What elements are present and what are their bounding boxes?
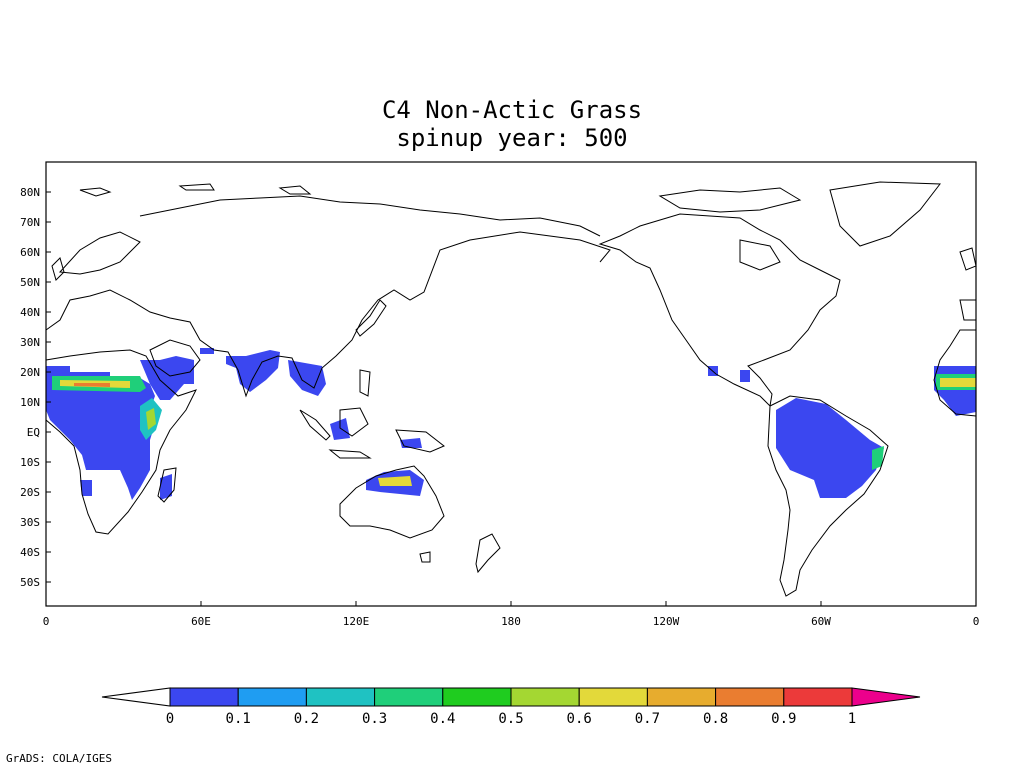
latitude-axis: 80N 70N 60N 50N 40N 30N 20N 10N EQ 10S 20S 30S 40S 50…: [20, 186, 51, 589]
field-indonesia2: [400, 438, 422, 448]
colorbar-label: 0.6: [567, 711, 592, 727]
coast-west-africa-right: [933, 329, 977, 417]
field-india: [226, 350, 280, 392]
coast-uk-right: [959, 247, 977, 271]
colorbar-label: 0.5: [498, 711, 523, 727]
lat-label: 30S: [20, 516, 40, 529]
coast-japan: [355, 299, 387, 337]
lon-label: 60W: [811, 615, 831, 628]
colorbar-segment: [305, 687, 376, 707]
lon-label: 120W: [653, 615, 680, 628]
lat-label: 70N: [20, 216, 40, 229]
coast-eurasia: [45, 231, 611, 398]
coast-arctic-islands: [79, 183, 312, 197]
colorbar-label: 0.4: [430, 711, 455, 727]
coast-madagascar: [157, 467, 177, 503]
lat-label: EQ: [27, 426, 40, 439]
coast-philippines: [359, 369, 371, 397]
colorbar-label: 0.1: [226, 711, 251, 727]
coast-uk: [51, 257, 65, 281]
colorbar-segment: [169, 687, 239, 707]
lat-label: 40N: [20, 306, 40, 319]
lat-label: 80N: [20, 186, 40, 199]
colorbar-label: 0.9: [771, 711, 796, 727]
coastline-layer: [45, 181, 977, 597]
field-west-africa-right: [934, 366, 976, 416]
coast-north-america: [598, 213, 841, 408]
lat-label: 40S: [20, 546, 40, 559]
colorbar-label: 0.2: [294, 711, 319, 727]
lat-label: 50N: [20, 276, 40, 289]
field-brazil: [776, 398, 884, 498]
colorbar: 0 0.1 0.2 0.3 0.4 0.5 0.6 0.7 0.8 0.9 1: [101, 687, 921, 727]
colorbar-label: 1: [848, 711, 856, 727]
lat-label: 60N: [20, 246, 40, 259]
colorbar-high-arrow: [851, 687, 921, 707]
lat-label: 10S: [20, 456, 40, 469]
colorbar-segment: [374, 687, 444, 707]
coast-tasmania: [419, 551, 431, 563]
colorbar-label: 0.8: [703, 711, 728, 727]
lat-label: 20S: [20, 486, 40, 499]
colorbar-segment: [783, 687, 853, 707]
coast-arabia: [149, 339, 201, 377]
lon-label: 0: [43, 615, 50, 628]
lon-label: 180: [501, 615, 521, 628]
field-central-america2: [740, 370, 750, 382]
colorbar-label: 0.3: [362, 711, 387, 727]
field-africa-south: [80, 480, 92, 496]
map-subtitle: spinup year: 500: [396, 124, 628, 152]
field-east-africa2: [146, 408, 156, 430]
lat-label: 10N: [20, 396, 40, 409]
colorbar-segment: [646, 687, 717, 707]
lat-label: 30N: [20, 336, 40, 349]
coast-borneo: [339, 407, 369, 437]
lat-label: 50S: [20, 576, 40, 589]
colorbar-segment: [510, 687, 580, 707]
field-australia-core: [378, 476, 412, 486]
coast-arctic-canada: [658, 187, 802, 213]
lat-label: 20N: [20, 366, 40, 379]
colorbar-segment: [237, 687, 307, 707]
colorbar-segment: [715, 687, 785, 707]
colorbar-label: 0.7: [635, 711, 660, 727]
field-brazil-east: [872, 446, 884, 470]
colorbar-segment: [442, 687, 512, 707]
map-title: C4 Non-Actic Grass: [381, 96, 643, 124]
coast-africa: [45, 349, 197, 535]
coast-greenland: [829, 181, 941, 247]
field-africa-horn: [140, 356, 194, 400]
lon-label: 0: [973, 615, 980, 628]
field-africa-band3: [74, 383, 110, 387]
coast-australia: [339, 465, 445, 539]
coast-sumatra: [299, 409, 331, 441]
coast-iberia: [959, 299, 977, 321]
coast-south-america: [767, 395, 889, 597]
colorbar-label: 0: [166, 711, 174, 727]
field-africa-sahel: [46, 366, 156, 500]
field-indochina: [288, 360, 326, 396]
coast-java: [328, 449, 372, 459]
colorbar-low-arrow: [101, 687, 171, 707]
vegetation-field-layer: [46, 348, 976, 500]
coast-hudson-bay: [739, 239, 781, 271]
coast-new-zealand: [475, 533, 501, 574]
coast-scandinavia: [58, 231, 141, 275]
colorbar-segment: [578, 687, 648, 707]
lon-label: 60E: [191, 615, 211, 628]
field-arabia: [200, 348, 214, 354]
field-madagascar: [160, 474, 172, 500]
field-west-africa-band2: [940, 378, 976, 387]
coast-new-guinea: [395, 429, 445, 453]
lon-label: 120E: [343, 615, 370, 628]
grads-credit: GrADS: COLA/IGES: [6, 752, 112, 765]
longitude-axis: 0 60E 120E 180 120W 60W 0: [43, 601, 980, 628]
field-indonesia1: [330, 418, 350, 440]
coast-siberia: [139, 195, 601, 237]
